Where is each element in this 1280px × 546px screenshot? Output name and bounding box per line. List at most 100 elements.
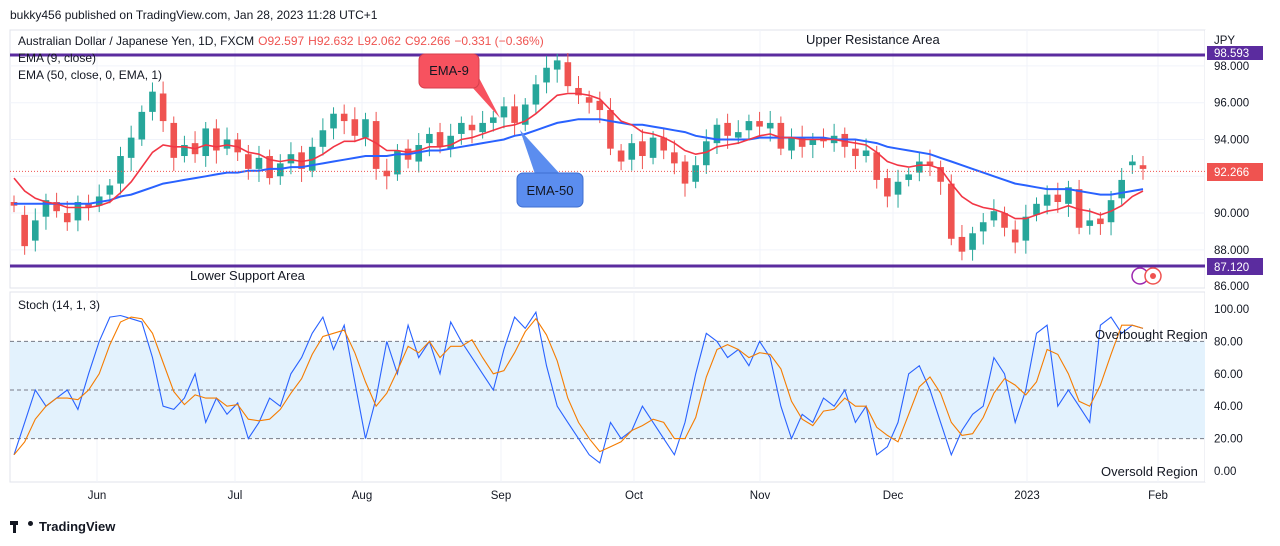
candle bbox=[489, 110, 497, 132]
currency-label: JPY bbox=[1214, 35, 1235, 47]
candle bbox=[745, 114, 753, 139]
tradingview-logo-icon bbox=[10, 520, 30, 533]
candle bbox=[692, 156, 699, 189]
price-tick-label: 86.000 bbox=[1214, 281, 1249, 293]
price-axis-ticks: 98.00096.00094.00092.00090.00088.00086.0… bbox=[1214, 61, 1249, 293]
candle bbox=[660, 128, 668, 160]
time-tick-label: Sep bbox=[491, 490, 511, 502]
stoch-axis-ticks: 100.00 80.00 60.00 40.00 20.00 0.00 bbox=[1214, 304, 1249, 478]
candle bbox=[671, 140, 678, 175]
time-tick-label: Jun bbox=[88, 490, 107, 502]
candle bbox=[1129, 155, 1136, 174]
candle bbox=[42, 193, 50, 230]
candle bbox=[340, 104, 348, 135]
candle bbox=[436, 122, 444, 154]
candle bbox=[117, 146, 124, 195]
stoch-tick-label: 100.00 bbox=[1214, 304, 1249, 316]
candle bbox=[1118, 167, 1125, 205]
candle bbox=[32, 208, 39, 252]
ema50-callout: EMA-50 bbox=[516, 130, 584, 208]
candle bbox=[74, 195, 82, 232]
candle bbox=[766, 110, 774, 142]
lower-support-label: Lower Support Area bbox=[190, 268, 306, 283]
candle bbox=[1022, 204, 1030, 254]
support-resistance-lines bbox=[10, 53, 1205, 268]
candle bbox=[575, 76, 582, 104]
legend-symbol: Australian Dollar / Japanese Yen, 1D, FX… bbox=[18, 34, 544, 48]
time-tick-label: Oct bbox=[625, 490, 644, 502]
candle bbox=[777, 116, 785, 156]
candle bbox=[1011, 220, 1019, 254]
lower-level-tag: 87.120 bbox=[1207, 258, 1263, 275]
tradingview-footer[interactable]: TradingView bbox=[10, 519, 115, 534]
candlestick-series bbox=[10, 53, 1147, 261]
candle bbox=[553, 53, 561, 83]
candle bbox=[53, 192, 60, 218]
candle bbox=[543, 55, 550, 94]
candle bbox=[170, 116, 178, 171]
ema50-line bbox=[14, 118, 1144, 205]
candle bbox=[596, 91, 604, 124]
last-price-tag: 92.266 bbox=[1207, 163, 1263, 181]
tradingview-logo-dot-icon bbox=[28, 521, 33, 526]
candle bbox=[947, 174, 955, 246]
candle bbox=[521, 98, 529, 132]
candle bbox=[628, 133, 636, 171]
ema9-callout-label: EMA-9 bbox=[429, 63, 469, 78]
upper-level-tag: 98.593 bbox=[1207, 46, 1263, 60]
price-tick-label: 90.000 bbox=[1214, 208, 1249, 220]
stoch-tick-label: 0.00 bbox=[1214, 466, 1236, 478]
candle bbox=[798, 125, 806, 158]
stoch-tick-label: 40.00 bbox=[1214, 401, 1243, 413]
time-tick-label: Aug bbox=[352, 490, 372, 502]
candle bbox=[862, 138, 870, 163]
overbought-label: Overbought Region bbox=[1095, 327, 1208, 342]
candle bbox=[905, 167, 912, 187]
candle bbox=[639, 129, 646, 170]
candle bbox=[63, 201, 71, 231]
price-tick-label: 96.000 bbox=[1214, 98, 1249, 110]
upper-resistance-label: Upper Resistance Area bbox=[806, 32, 940, 47]
oversold-label: Oversold Region bbox=[1101, 464, 1198, 479]
ema9-callout: EMA-9 bbox=[418, 53, 500, 118]
candle bbox=[788, 128, 795, 160]
candle bbox=[756, 111, 763, 138]
price-axis-area[interactable] bbox=[1205, 30, 1271, 482]
candle bbox=[1139, 156, 1147, 180]
stoch-tick-label: 60.00 bbox=[1214, 369, 1243, 381]
candle bbox=[223, 127, 231, 156]
candle bbox=[213, 119, 220, 164]
candle bbox=[894, 169, 902, 208]
candle bbox=[372, 111, 380, 180]
candle bbox=[607, 98, 614, 156]
candle bbox=[564, 53, 572, 93]
candle bbox=[447, 123, 454, 158]
candle bbox=[649, 131, 657, 165]
time-tick-label: Nov bbox=[750, 490, 771, 502]
time-axis[interactable]: Jun Jul Aug Sep Oct Nov Dec 2023 Feb bbox=[88, 490, 1168, 502]
candle bbox=[127, 125, 135, 171]
candle bbox=[1075, 179, 1083, 235]
candle bbox=[1033, 197, 1040, 222]
candle bbox=[330, 107, 337, 140]
candle bbox=[138, 105, 146, 146]
candle bbox=[308, 137, 316, 178]
candle bbox=[1001, 206, 1008, 237]
candle bbox=[1097, 212, 1104, 235]
candle bbox=[255, 145, 263, 182]
lower-level-value: 87.120 bbox=[1214, 262, 1249, 274]
alert-icon[interactable] bbox=[1131, 267, 1162, 285]
publisher-line: bukky456 published on TradingView.com, J… bbox=[10, 8, 378, 22]
stoch-band bbox=[10, 340, 1205, 440]
stoch-k-line bbox=[13, 310, 1144, 464]
time-tick-label: Jul bbox=[228, 490, 243, 502]
legend-stoch: Stoch (14, 1, 3) bbox=[18, 298, 100, 312]
price-tick-label: 94.000 bbox=[1214, 134, 1249, 146]
candle bbox=[1043, 185, 1051, 215]
candle bbox=[149, 82, 156, 121]
candle bbox=[383, 158, 391, 190]
candle bbox=[1086, 208, 1094, 235]
candle bbox=[1054, 182, 1062, 213]
candle bbox=[681, 155, 689, 197]
